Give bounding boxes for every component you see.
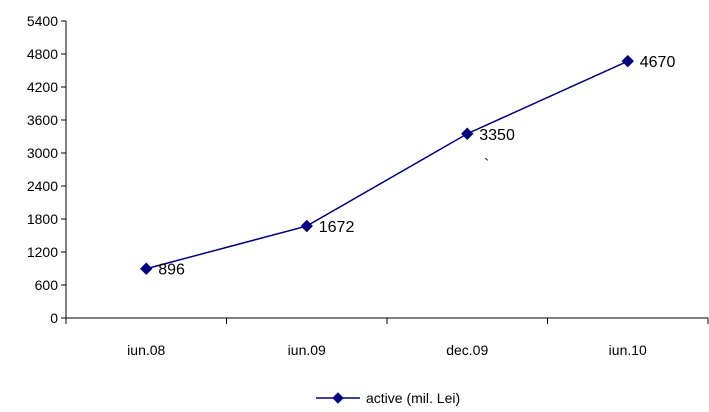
y-tick-label: 5400: [27, 13, 58, 29]
x-tick-label: iun.09: [288, 342, 326, 358]
x-tick-label: iun.10: [609, 342, 647, 358]
x-tick-label: dec.09: [446, 342, 488, 358]
annotation-mark: `: [484, 157, 489, 174]
y-tick-label: 4200: [27, 79, 58, 95]
legend: active (mil. Lei): [316, 390, 460, 406]
y-axis: 0 600 1200 1800 2400 3000 3600 4200 4800 5400: [27, 13, 67, 326]
data-point: [621, 54, 634, 68]
data-label: 4670: [640, 54, 676, 71]
data-label: 896: [158, 262, 185, 279]
y-tick-label: 600: [35, 277, 59, 293]
legend-marker: [332, 392, 344, 404]
data-label: 3350: [479, 127, 515, 144]
y-tick-label: 2400: [27, 178, 58, 194]
data-point: [300, 219, 313, 233]
series-line: [146, 60, 629, 270]
y-tick-label: 1800: [27, 211, 58, 227]
y-tick-label: 4800: [27, 46, 58, 62]
x-tick-label: iun.08: [127, 342, 165, 358]
y-tick-label: 1200: [27, 244, 58, 260]
legend-label: active (mil. Lei): [366, 390, 460, 406]
x-axis: iun.08 iun.09 dec.09 iun.10: [65, 317, 709, 358]
y-tick-label: 0: [50, 310, 58, 326]
data-point: [461, 127, 474, 140]
y-tick-label: 3600: [27, 112, 58, 128]
y-tick-label: 3000: [27, 145, 58, 161]
data-label: 1672: [319, 219, 355, 236]
data-point: [140, 262, 153, 275]
plot-area: 896 1672 3350 4670: [140, 54, 676, 279]
